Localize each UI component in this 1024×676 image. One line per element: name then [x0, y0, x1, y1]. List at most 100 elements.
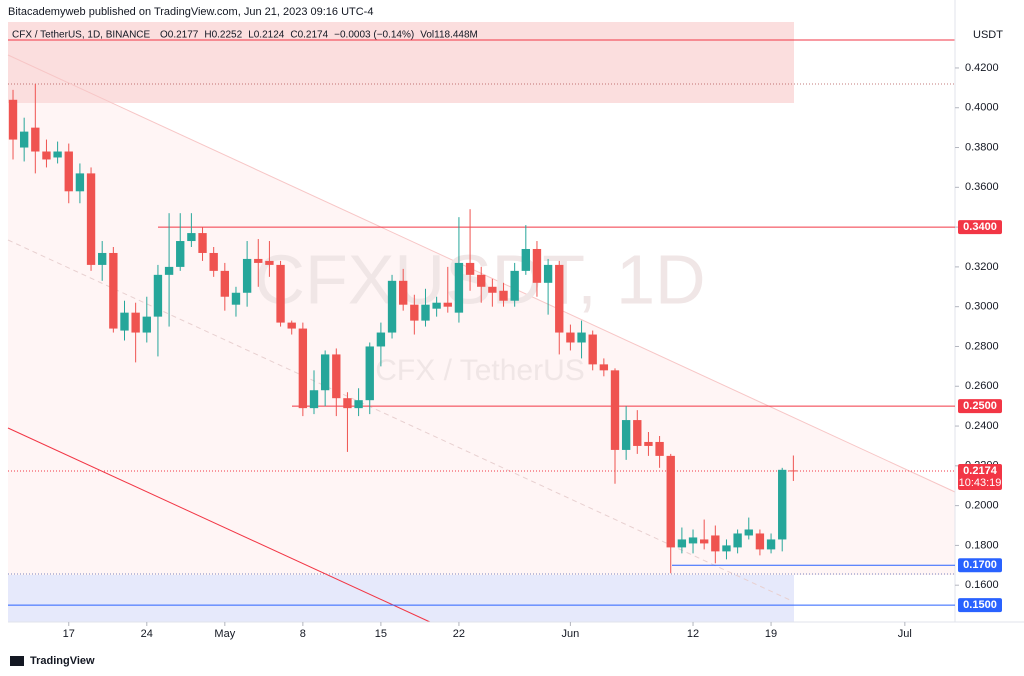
x-tick-label: 19 — [765, 628, 777, 640]
x-tick-label: May — [214, 628, 235, 640]
price-badge — [958, 220, 1002, 235]
candle-body — [19, 131, 29, 148]
countdown: 10:43:19 — [959, 477, 1002, 489]
candle-body — [532, 248, 542, 283]
candle-body — [176, 241, 185, 267]
candle-body — [399, 280, 408, 305]
candle-body — [688, 537, 698, 544]
candle-body — [666, 455, 675, 548]
legend-item: −0.0003 (−0.14%) — [334, 30, 414, 41]
y-tick-label: 0.1800 — [965, 539, 999, 551]
resistance-zone — [8, 22, 794, 103]
channel-fill — [8, 55, 955, 575]
currency: USDT — [973, 29, 1003, 41]
price-badge — [958, 399, 1002, 414]
header: Bitacademyweb published on TradingView.c… — [8, 6, 373, 18]
candle-body — [31, 127, 40, 152]
candle-body — [543, 264, 553, 283]
candle-body — [655, 441, 664, 456]
candle-body — [153, 274, 163, 317]
y-tick-label: 0.3800 — [965, 141, 999, 153]
candle-body — [789, 470, 798, 472]
y-tick-label: 0.3600 — [965, 181, 999, 193]
x-tick-label: 8 — [300, 628, 306, 640]
candle-body — [142, 316, 151, 333]
price-badge-label: 0.1500 — [963, 599, 997, 611]
candle-body — [778, 469, 787, 540]
candle-body — [131, 312, 140, 333]
y-tick-label: 0.2800 — [965, 340, 999, 352]
candle-body — [8, 99, 18, 140]
y-tick-label: 0.4000 — [965, 102, 999, 114]
candle-body — [187, 233, 196, 242]
symbol: CFX / TetherUS, 1D, BINANCE — [12, 30, 151, 41]
x-tick-label: 12 — [687, 628, 699, 640]
candle-body — [510, 270, 519, 301]
candle-body — [75, 173, 85, 192]
candle-body — [722, 545, 731, 552]
candle-body — [254, 258, 263, 263]
candle-body — [198, 233, 207, 253]
legend-item: O0.2177 — [160, 30, 199, 41]
price-badge-label: 0.2500 — [963, 400, 997, 412]
y-tick-label: 0.3000 — [965, 301, 999, 313]
candle-body — [410, 304, 419, 321]
price-badge-label: 0.3400 — [963, 221, 997, 233]
price-badge — [958, 598, 1002, 613]
x-tick-label: Jul — [898, 628, 912, 640]
candle-body — [343, 398, 352, 409]
candle-body — [86, 173, 96, 265]
y-tick-label: 0.2600 — [965, 380, 999, 392]
candle-body — [733, 533, 742, 548]
candle-body — [120, 312, 129, 331]
y-tick-label: 0.2400 — [965, 420, 999, 432]
candle-body — [242, 258, 252, 293]
legend-item: H0.2252 — [204, 30, 242, 41]
x-tick-label: 15 — [375, 628, 387, 640]
candle-body — [566, 332, 575, 343]
candle-body — [621, 420, 631, 450]
candle-body — [53, 151, 62, 158]
candle-body — [42, 151, 51, 160]
candle-body — [599, 364, 609, 371]
candle-body — [432, 302, 441, 309]
candle-body — [577, 332, 586, 343]
watermark-sub: CFX / TetherUS — [375, 354, 585, 387]
candle-body — [64, 151, 73, 192]
price-badge — [958, 558, 1002, 573]
y-tick-label: 0.3200 — [965, 261, 999, 273]
candle-body — [454, 262, 464, 313]
x-tick-label: 17 — [63, 628, 75, 640]
support-zone — [8, 575, 794, 622]
candle-body — [465, 262, 475, 275]
candle-body — [499, 290, 508, 301]
legend-item: Vol118.448M — [420, 30, 478, 41]
candle-body — [421, 304, 430, 321]
candle-body — [309, 390, 319, 409]
legend-item: C0.2174 — [290, 30, 328, 41]
candle-body — [164, 266, 174, 275]
candle-body — [711, 535, 720, 552]
candle-body — [209, 252, 218, 271]
candle-body — [443, 302, 452, 307]
candle-body — [588, 334, 597, 365]
candle-body — [555, 264, 564, 333]
candle-body — [332, 354, 341, 399]
candle-body — [220, 270, 230, 297]
candle-body — [376, 332, 386, 347]
candle-body — [231, 292, 241, 305]
candle-body — [766, 539, 776, 550]
candle-body — [644, 441, 653, 446]
x-tick-label: 22 — [453, 628, 465, 640]
candle-body — [744, 529, 753, 536]
candle-body — [699, 539, 709, 544]
candle-body — [109, 252, 118, 329]
candle-body — [354, 400, 363, 409]
price-badge-label: 0.1700 — [963, 559, 997, 571]
footer: TradingView — [30, 655, 95, 667]
y-tick-label: 0.1600 — [965, 579, 999, 591]
candle-body — [298, 328, 308, 409]
price-badge — [958, 464, 1002, 491]
